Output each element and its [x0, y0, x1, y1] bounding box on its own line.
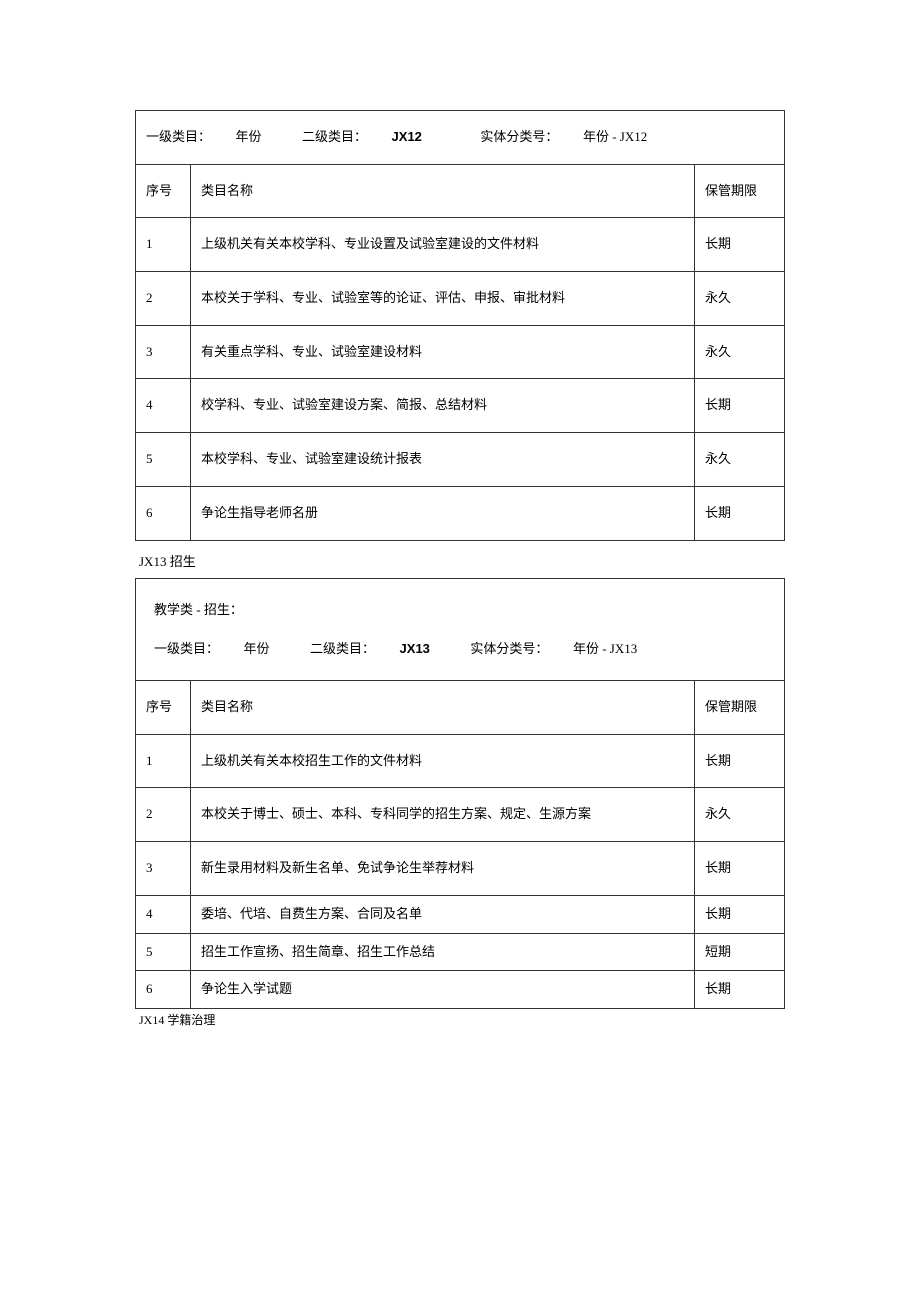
cell-keep: 长期: [695, 971, 785, 1009]
l1-label: 一级类目：: [146, 129, 211, 144]
table-jx12: 一级类目： 年份 二级类目： JX12 实体分类号： 年份 - JX12 序号 …: [135, 110, 785, 541]
cell-keep: 长期: [695, 734, 785, 788]
cell-seq: 3: [136, 842, 191, 896]
cell-keep: 长期: [694, 379, 784, 433]
cell-seq: 4: [136, 895, 191, 933]
cell-name: 上级机关有关本校招生工作的文件材料: [191, 734, 695, 788]
cell-seq: 6: [136, 486, 191, 540]
cell-seq: 1: [136, 218, 191, 272]
cell-keep: 永久: [694, 272, 784, 326]
document-page: 一级类目： 年份 二级类目： JX12 实体分类号： 年份 - JX12 序号 …: [0, 0, 920, 1088]
col-name-header: 类目名称: [191, 681, 695, 735]
header-preline: 教学类 - 招生：: [154, 593, 766, 627]
cell-name: 新生录用材料及新生名单、免试争论生举荐材料: [191, 842, 695, 896]
cell-seq: 6: [136, 971, 191, 1009]
table-header-block: 教学类 - 招生： 一级类目： 年份 二级类目： JX13 实体分类号： 年份 …: [136, 578, 785, 681]
col-seq-header: 序号: [136, 164, 191, 218]
table-row: 教学类 - 招生： 一级类目： 年份 二级类目： JX13 实体分类号： 年份 …: [136, 578, 785, 681]
cell-name: 争论生入学试题: [191, 971, 695, 1009]
col-keep-header: 保管期限: [695, 681, 785, 735]
col-keep-header: 保管期限: [694, 164, 784, 218]
section-caption-jx14: JX14 学籍治理: [139, 1011, 785, 1028]
table-row: 3 有关重点学科、专业、试验室建设材料 永久: [136, 325, 785, 379]
table-row: 3 新生录用材料及新生名单、免试争论生举荐材料 长期: [136, 842, 785, 896]
cell-name: 本校关于学科、专业、试验室等的论证、评估、申报、审批材料: [191, 272, 695, 326]
cell-name: 有关重点学科、专业、试验室建设材料: [191, 325, 695, 379]
table-row: 1 上级机关有关本校招生工作的文件材料 长期: [136, 734, 785, 788]
cell-seq: 5: [136, 433, 191, 487]
cell-keep: 长期: [695, 842, 785, 896]
cell-keep: 长期: [695, 895, 785, 933]
cell-keep: 永久: [694, 325, 784, 379]
table-row: 1 上级机关有关本校学科、专业设置及试验室建设的文件材料 长期: [136, 218, 785, 272]
entity-label: 实体分类号：: [480, 129, 558, 144]
table-row: 4 委培、代培、自费生方案、合同及名单 长期: [136, 895, 785, 933]
cell-name: 招生工作宣扬、招生简章、招生工作总结: [191, 933, 695, 971]
cell-seq: 3: [136, 325, 191, 379]
l1-value: 年份: [244, 641, 270, 656]
l2-label: 二级类目：: [302, 129, 367, 144]
table-row: 序号 类目名称 保管期限: [136, 164, 785, 218]
section-caption-jx13: JX13 招生: [139, 551, 785, 570]
table-row: 5 招生工作宣扬、招生简章、招生工作总结 短期: [136, 933, 785, 971]
entity-value: 年份 - JX13: [573, 641, 637, 656]
cell-name: 本校关于博士、硕士、本科、专科同学的招生方案、规定、生源方案: [191, 788, 695, 842]
cell-keep: 短期: [695, 933, 785, 971]
l1-label: 一级类目：: [154, 641, 219, 656]
table-row: 6 争论生指导老师名册 长期: [136, 486, 785, 540]
table-row: 2 本校关于学科、专业、试验室等的论证、评估、申报、审批材料 永久: [136, 272, 785, 326]
entity-label: 实体分类号：: [470, 641, 548, 656]
entity-value: 年份 - JX12: [583, 129, 647, 144]
cell-name: 校学科、专业、试验室建设方案、简报、总结材料: [191, 379, 695, 433]
table-row: 序号 类目名称 保管期限: [136, 681, 785, 735]
table-row: 5 本校学科、专业、试验室建设统计报表 永久: [136, 433, 785, 487]
table-jx13: 教学类 - 招生： 一级类目： 年份 二级类目： JX13 实体分类号： 年份 …: [135, 578, 785, 1010]
table-row: 2 本校关于博士、硕士、本科、专科同学的招生方案、规定、生源方案 永久: [136, 788, 785, 842]
col-seq-header: 序号: [136, 681, 191, 735]
cell-keep: 永久: [694, 433, 784, 487]
cell-seq: 2: [136, 272, 191, 326]
cell-seq: 1: [136, 734, 191, 788]
col-name-header: 类目名称: [191, 164, 695, 218]
cell-name: 委培、代培、自费生方案、合同及名单: [191, 895, 695, 933]
table-header-line: 一级类目： 年份 二级类目： JX12 实体分类号： 年份 - JX12: [136, 111, 785, 165]
l2-value: JX12: [392, 129, 422, 144]
cell-seq: 4: [136, 379, 191, 433]
cell-seq: 5: [136, 933, 191, 971]
cell-name: 上级机关有关本校学科、专业设置及试验室建设的文件材料: [191, 218, 695, 272]
l2-value: JX13: [400, 641, 430, 656]
cell-keep: 永久: [695, 788, 785, 842]
table-row: 4 校学科、专业、试验室建设方案、简报、总结材料 长期: [136, 379, 785, 433]
cell-name: 争论生指导老师名册: [191, 486, 695, 540]
cell-name: 本校学科、专业、试验室建设统计报表: [191, 433, 695, 487]
l1-value: 年份: [236, 129, 262, 144]
cell-keep: 长期: [694, 486, 784, 540]
table-row: 一级类目： 年份 二级类目： JX12 实体分类号： 年份 - JX12: [136, 111, 785, 165]
cell-seq: 2: [136, 788, 191, 842]
cell-keep: 长期: [694, 218, 784, 272]
table-row: 6 争论生入学试题 长期: [136, 971, 785, 1009]
l2-label: 二级类目：: [310, 641, 375, 656]
